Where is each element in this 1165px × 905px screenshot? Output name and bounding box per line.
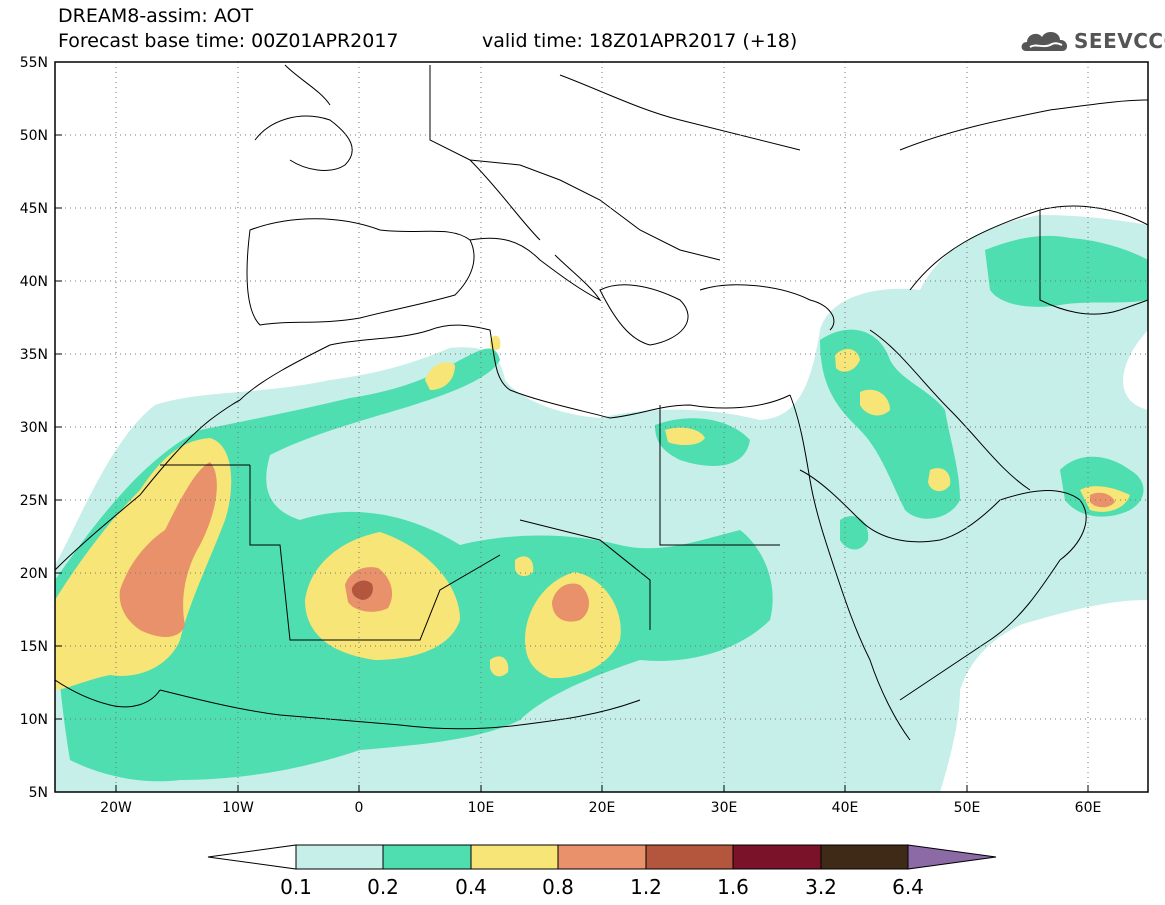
colorbar-label: 0.4 — [455, 875, 487, 899]
gridlines — [55, 62, 1148, 792]
x-axis-labels: 20W 10W 0 10E 20E 30E 40E 50E 60E — [100, 800, 1101, 816]
y-label: 20N — [20, 566, 48, 582]
colorbar-bin — [732, 844, 822, 870]
seevccc-logo: SEEVCCC — [1018, 25, 1165, 59]
colorbar-underflow — [207, 844, 297, 870]
y-label: 40N — [20, 274, 48, 290]
colorbar-bin — [295, 844, 384, 870]
y-label: 35N — [20, 347, 48, 363]
colorbar-bin — [382, 844, 472, 870]
valid-time: valid time: 18Z01APR2017 (+18) — [482, 30, 798, 52]
colorbar-bin — [645, 844, 734, 870]
x-label: 30E — [711, 800, 738, 816]
colorbar-label: 1.6 — [717, 875, 749, 899]
y-axis-labels: 55N 50N 45N 40N 35N 30N 25N 20N 15N 10N … — [20, 55, 48, 801]
aot-level-1.2 — [351, 580, 373, 600]
x-ticks — [115, 785, 1089, 792]
colorbar-label: 0.1 — [280, 875, 312, 899]
colorbar-bin — [557, 844, 647, 870]
colorbar-label: 0.2 — [367, 875, 399, 899]
x-label: 40E — [832, 800, 859, 816]
x-label: 60E — [1075, 800, 1102, 816]
y-label: 5N — [29, 785, 48, 801]
x-label: 50E — [954, 800, 981, 816]
x-label: 20E — [589, 800, 616, 816]
colorbar-bin — [470, 844, 559, 870]
colorbar — [207, 844, 997, 870]
y-label: 10N — [20, 712, 48, 728]
map-title: DREAM8-assim: AOT — [58, 5, 254, 27]
x-label: 20W — [100, 800, 132, 816]
forecast-base-time: Forecast base time: 00Z01APR2017 — [58, 30, 399, 52]
cloud-icon — [1021, 31, 1068, 51]
y-label: 30N — [20, 420, 48, 436]
y-ticks — [55, 61, 62, 793]
y-label: 25N — [20, 493, 48, 509]
coastlines-and-borders — [55, 64, 1148, 741]
y-label: 55N — [20, 55, 48, 71]
aot-shading — [55, 215, 1148, 792]
logo-text: SEEVCCC — [1074, 29, 1165, 53]
x-label: 0 — [355, 800, 364, 816]
colorbar-overflow — [907, 844, 997, 870]
y-label: 45N — [20, 201, 48, 217]
colorbar-label: 3.2 — [805, 875, 837, 899]
y-label: 50N — [20, 128, 48, 144]
colorbar-label: 6.4 — [892, 875, 924, 899]
x-label: 10E — [468, 800, 495, 816]
colorbar-label: 0.8 — [542, 875, 574, 899]
colorbar-bin — [820, 844, 909, 870]
colorbar-label: 1.2 — [630, 875, 662, 899]
y-label: 15N — [20, 639, 48, 655]
x-label: 10W — [222, 800, 254, 816]
